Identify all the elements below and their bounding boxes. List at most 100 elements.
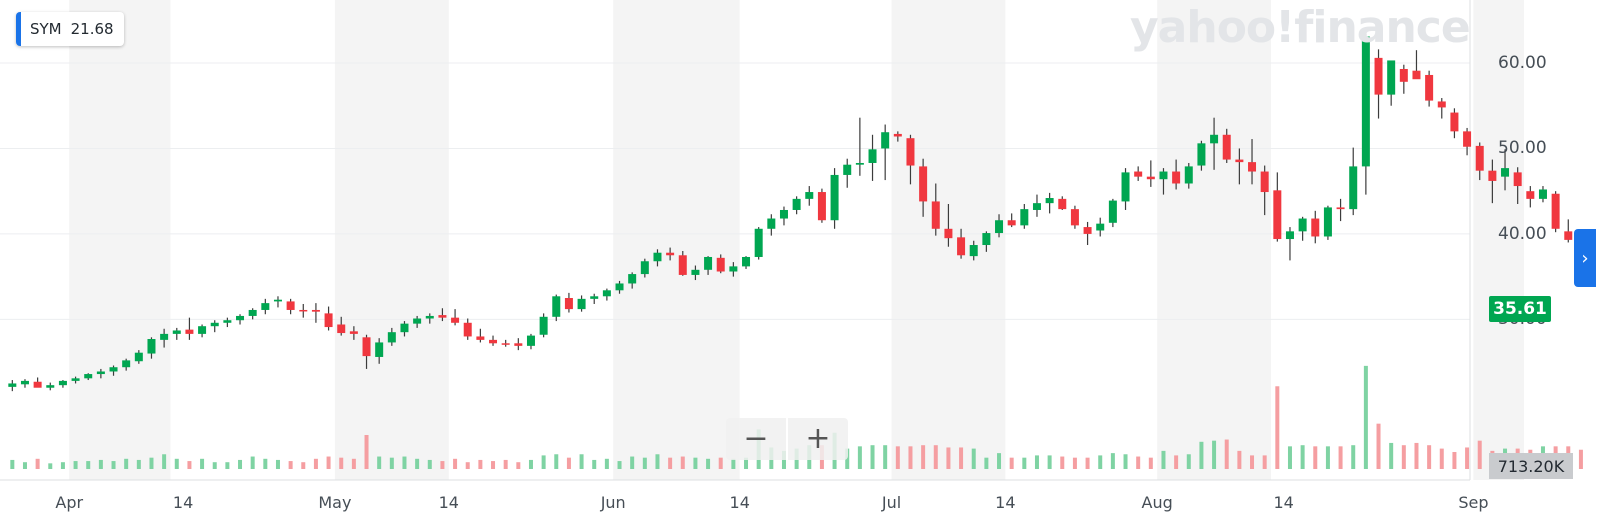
candle[interactable]	[868, 134, 877, 181]
candle[interactable]	[1172, 159, 1181, 190]
candle[interactable]	[602, 288, 611, 301]
candle[interactable]	[463, 318, 472, 340]
candle[interactable]	[1488, 159, 1497, 204]
candle[interactable]	[792, 196, 801, 215]
candle[interactable]	[1020, 204, 1029, 229]
candle[interactable]	[400, 321, 409, 337]
candle[interactable]	[96, 368, 105, 379]
candle[interactable]	[273, 296, 282, 308]
candle[interactable]	[526, 333, 535, 350]
candle[interactable]	[1058, 196, 1067, 210]
candle[interactable]	[349, 326, 358, 340]
candle[interactable]	[425, 313, 434, 324]
candle[interactable]	[716, 254, 725, 274]
candle[interactable]	[1399, 64, 1408, 94]
candle[interactable]	[805, 186, 814, 206]
candle[interactable]	[1463, 127, 1472, 156]
candle[interactable]	[995, 214, 1004, 238]
candle[interactable]	[1045, 192, 1054, 214]
candle[interactable]	[742, 256, 751, 269]
candle[interactable]	[1551, 191, 1560, 233]
candle[interactable]	[957, 228, 966, 259]
candle[interactable]	[1222, 128, 1231, 163]
candle[interactable]	[577, 295, 586, 312]
zoom-in-button[interactable]: +	[788, 418, 848, 460]
candle[interactable]	[1336, 198, 1345, 222]
candle[interactable]	[881, 124, 890, 181]
candle[interactable]	[817, 188, 826, 223]
candle[interactable]	[20, 379, 29, 388]
candle[interactable]	[248, 308, 257, 320]
candle[interactable]	[160, 328, 169, 348]
candle[interactable]	[1564, 219, 1573, 243]
candle[interactable]	[1501, 149, 1510, 191]
candle[interactable]	[33, 377, 42, 388]
candle[interactable]	[58, 380, 67, 388]
candle[interactable]	[767, 214, 776, 236]
symbol-legend[interactable]: SYM 21.68	[16, 12, 124, 46]
candle[interactable]	[299, 303, 308, 318]
candle[interactable]	[223, 317, 232, 328]
candle[interactable]	[843, 158, 852, 188]
candle[interactable]	[109, 365, 118, 376]
candle[interactable]	[1096, 217, 1105, 237]
candle[interactable]	[1374, 49, 1383, 119]
candle[interactable]	[1121, 168, 1130, 210]
candle[interactable]	[1070, 205, 1079, 229]
candle[interactable]	[1032, 194, 1041, 217]
candle[interactable]	[1285, 227, 1294, 261]
candle[interactable]	[8, 380, 17, 392]
candle[interactable]	[1298, 216, 1307, 241]
candle[interactable]	[678, 251, 687, 276]
candle[interactable]	[147, 337, 156, 359]
candle[interactable]	[210, 320, 219, 333]
candle[interactable]	[46, 382, 55, 391]
candle[interactable]	[1425, 70, 1434, 107]
candle[interactable]	[1349, 147, 1358, 216]
candle[interactable]	[628, 272, 637, 289]
candle[interactable]	[552, 294, 561, 322]
candle[interactable]	[514, 338, 523, 351]
candle[interactable]	[666, 247, 675, 261]
candle[interactable]	[172, 327, 181, 340]
candle[interactable]	[830, 168, 839, 229]
candle[interactable]	[324, 306, 333, 331]
candle[interactable]	[362, 334, 371, 369]
candle[interactable]	[185, 317, 194, 340]
candle[interactable]	[1197, 140, 1206, 171]
candle[interactable]	[539, 313, 548, 338]
candle[interactable]	[261, 298, 270, 315]
candle[interactable]	[489, 335, 498, 346]
candle[interactable]	[564, 292, 573, 313]
candle[interactable]	[1513, 167, 1522, 204]
candle[interactable]	[729, 262, 738, 277]
candle[interactable]	[1248, 139, 1257, 185]
candle[interactable]	[1184, 162, 1193, 189]
candle[interactable]	[931, 183, 940, 236]
candle[interactable]	[311, 303, 320, 323]
candle[interactable]	[653, 249, 662, 267]
candle[interactable]	[893, 131, 902, 142]
candle[interactable]	[1323, 205, 1332, 240]
candle[interactable]	[1235, 148, 1244, 185]
candle[interactable]	[501, 339, 510, 347]
candle[interactable]	[779, 206, 788, 226]
candle[interactable]	[1159, 168, 1168, 195]
candle[interactable]	[1108, 198, 1117, 228]
candle[interactable]	[1437, 98, 1446, 119]
candle[interactable]	[476, 328, 485, 343]
candle[interactable]	[1538, 186, 1547, 203]
candle[interactable]	[691, 265, 700, 281]
candle[interactable]	[1007, 213, 1016, 228]
candle[interactable]	[438, 308, 447, 322]
candle[interactable]	[1146, 160, 1155, 187]
candle[interactable]	[1387, 60, 1396, 106]
candle[interactable]	[122, 358, 131, 371]
candle[interactable]	[1526, 186, 1535, 208]
candle[interactable]	[286, 298, 295, 315]
candle[interactable]	[1450, 108, 1459, 139]
candle[interactable]	[451, 309, 460, 326]
candle[interactable]	[590, 293, 599, 304]
candle[interactable]	[1475, 142, 1484, 181]
